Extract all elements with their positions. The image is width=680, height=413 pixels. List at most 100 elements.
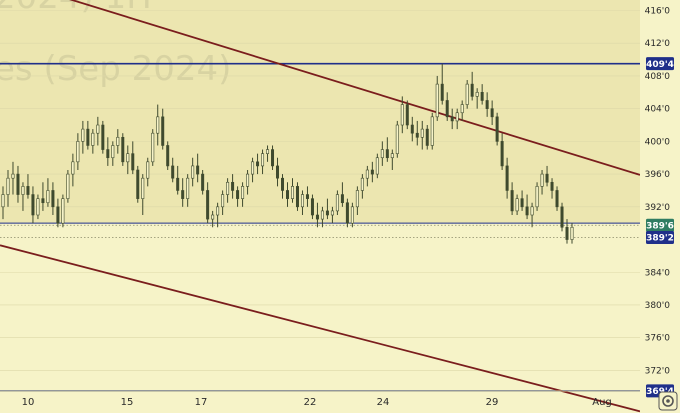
candle-body	[535, 186, 539, 208]
candle	[266, 145, 270, 162]
candle-body	[350, 206, 354, 224]
price-tick-label: 376'0	[645, 334, 671, 344]
candle	[410, 116, 414, 142]
candle-body	[405, 104, 409, 126]
candle-body	[196, 165, 200, 175]
time-tick-label: 10	[22, 397, 35, 408]
candle-body	[91, 132, 95, 146]
candle-body	[116, 136, 120, 146]
candle	[470, 71, 474, 101]
candle-body	[330, 210, 334, 216]
candle	[51, 182, 55, 215]
candle-body	[221, 194, 225, 208]
price-tick-label: 380'0	[645, 301, 671, 311]
time-tick-label: 24	[377, 397, 390, 408]
candle-body	[11, 173, 15, 179]
candle	[445, 92, 449, 121]
price-tick-label: 396'0	[645, 170, 671, 180]
candle-body	[166, 145, 170, 167]
candle	[440, 63, 444, 105]
candle	[530, 202, 534, 228]
marker-price-badge-bg	[646, 230, 674, 244]
candle	[116, 129, 120, 154]
candle	[355, 186, 359, 215]
trend-lines[interactable]	[0, 0, 641, 413]
candle-body	[246, 173, 250, 187]
candle-body	[226, 181, 230, 195]
candle	[211, 210, 215, 228]
candle	[1, 186, 5, 220]
candle	[495, 112, 499, 146]
candle-body	[241, 186, 245, 199]
candle	[315, 202, 319, 228]
candle-body	[181, 190, 185, 199]
level-price-badge-label: 409'4	[646, 60, 674, 70]
trend-line	[69, 0, 641, 176]
candle-body	[445, 100, 449, 118]
gear-icon	[662, 395, 674, 407]
level-price-badge: 409'4	[646, 57, 674, 71]
last-price-badge-label: 389'6	[646, 221, 674, 231]
candle-body	[520, 198, 524, 208]
candle	[290, 178, 294, 203]
candle-body	[56, 206, 60, 224]
candle	[500, 133, 504, 171]
candle	[330, 206, 334, 224]
time-axis-labels: 10 15 17 22 24 29 Aug	[22, 397, 612, 408]
candle-body	[455, 112, 459, 122]
candle-body	[560, 206, 564, 228]
candle	[350, 202, 354, 228]
candle-body	[6, 177, 10, 195]
candle	[480, 84, 484, 105]
candle	[295, 182, 299, 211]
candle-body	[276, 165, 280, 179]
candle-body	[550, 181, 554, 191]
candle-series	[1, 63, 574, 244]
candle	[251, 157, 255, 183]
candle	[226, 178, 230, 203]
candle	[81, 120, 85, 154]
candle	[490, 100, 494, 126]
candle-body	[191, 165, 195, 179]
candle	[545, 165, 549, 187]
candle	[261, 149, 265, 175]
candle-body	[465, 83, 469, 105]
candle-body	[61, 198, 65, 224]
candle-body	[66, 173, 70, 199]
candle	[300, 190, 304, 215]
candle-body	[500, 141, 504, 167]
candle-body	[121, 136, 125, 163]
candle	[101, 120, 105, 154]
candle	[281, 174, 285, 199]
candle	[146, 157, 150, 187]
candle	[320, 206, 324, 228]
marker-price-badge: 389'2	[646, 230, 674, 244]
candle-body	[281, 177, 285, 191]
candle-body	[440, 83, 444, 101]
candle-body	[106, 149, 110, 159]
candle	[385, 137, 389, 162]
candle	[520, 190, 524, 211]
candle-body	[290, 186, 294, 199]
watermark-line-2: es (Sep 2024)	[0, 49, 231, 89]
candle-body	[475, 92, 479, 97]
time-tick-label: 15	[121, 397, 134, 408]
candle	[136, 165, 140, 203]
candle	[171, 157, 175, 183]
candle-body	[335, 194, 339, 212]
candle	[161, 108, 165, 150]
last-price-badge: 389'6	[646, 218, 674, 232]
candle	[390, 149, 394, 171]
settings-button[interactable]	[658, 391, 678, 411]
upper-zone-fill	[0, 0, 640, 224]
candle	[510, 182, 514, 215]
candle-body	[251, 161, 255, 175]
candle	[420, 120, 424, 150]
candle-body	[36, 198, 40, 216]
candle	[525, 194, 529, 220]
candle-body	[370, 169, 374, 175]
price-tick-label: 408'0	[645, 72, 671, 82]
candle-body	[555, 190, 559, 208]
